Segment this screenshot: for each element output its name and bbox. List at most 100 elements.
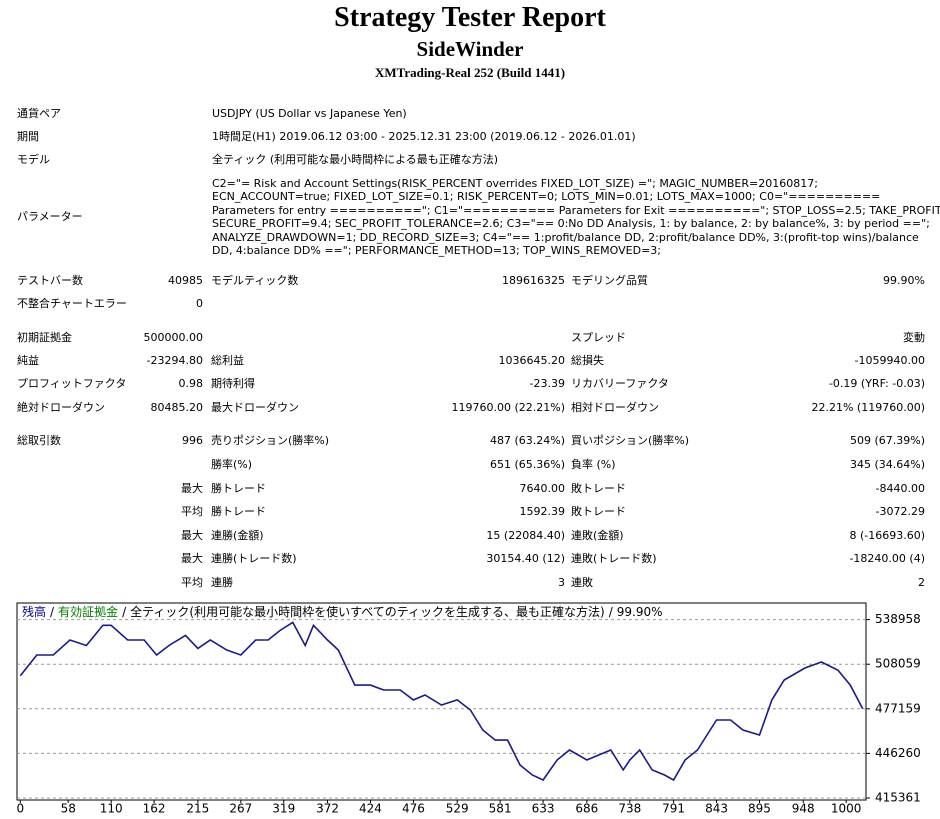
stat-cell: 連敗(トレード数) — [571, 552, 657, 565]
y-tick-label: 538958 — [875, 612, 921, 626]
stat-cell: 敗トレード — [571, 505, 626, 518]
stat-cell: 345 (34.64%) — [849, 458, 925, 471]
stat-cell: 連勝(トレード数) — [211, 552, 297, 565]
x-tick-label: 686 — [575, 802, 598, 816]
stat-cell: 勝率(%) — [211, 458, 253, 471]
stat-cell: 189616325 — [502, 274, 565, 287]
stat-cell: 509 (67.39%) — [849, 434, 925, 447]
stat-cell: 651 (65.36%) — [489, 458, 565, 471]
stat-cell: 相対ドローダウン — [571, 401, 659, 414]
y-tick-label: 446260 — [875, 746, 921, 760]
param-line: Parameters for entry =========="; C1="==… — [212, 203, 940, 217]
stat-cell: 負率 (%) — [571, 458, 616, 471]
stat-cell: 買いポジション(勝率%) — [571, 434, 690, 447]
stat-cell: -8440.00 — [875, 482, 925, 495]
balance-line — [19, 621, 864, 782]
stat-cell: モデルティック数 — [211, 274, 299, 287]
broker: XMTrading-Real 252 (Build 1441) — [374, 65, 566, 80]
stat-cell: -0.19 (YRF: -0.03) — [828, 377, 925, 390]
info-label: モデル — [17, 153, 50, 166]
stat-cell: 不整合チャートエラー — [17, 297, 127, 310]
stat-cell: -23.39 — [529, 377, 565, 390]
y-tick-label: 415361 — [875, 791, 921, 805]
stat-cell: 996 — [182, 434, 203, 447]
stat-cell: 3 — [558, 576, 565, 589]
stat-cell: 期待利得 — [211, 377, 255, 390]
x-tick-label: 843 — [705, 802, 728, 816]
param-line: SECURE_PROFIT=9.4; SEC_PROFIT_TOLERANCE=… — [212, 217, 930, 231]
x-tick-label: 0 — [16, 802, 24, 816]
x-tick-label: 162 — [143, 802, 166, 816]
param-line: DD, 4:balance DD% =="; PERFORMANCE_METHO… — [212, 244, 661, 257]
param-line: ECN_ACCOUNT=true; FIXED_LOT_SIZE=0.1; RI… — [212, 190, 881, 204]
stat-cell: 8 (-16693.60) — [849, 529, 925, 542]
x-tick-label: 791 — [662, 802, 685, 816]
stat-cell: 0 — [196, 297, 203, 310]
stat-cell: 連敗 — [571, 576, 593, 589]
x-tick-label: 267 — [229, 802, 252, 816]
x-tick-label: 215 — [186, 802, 209, 816]
x-tick-label: 372 — [316, 802, 339, 816]
stat-cell: 総損失 — [571, 354, 604, 367]
stat-cell: 22.21% (119760.00) — [811, 401, 925, 414]
x-tick-label: 948 — [792, 802, 815, 816]
x-tick-label: 633 — [532, 802, 555, 816]
param-label: パラメーター — [17, 210, 83, 223]
y-tick-label: 508059 — [875, 657, 921, 671]
stat-cell: -18240.00 (4) — [849, 552, 925, 565]
x-tick-label: 424 — [359, 802, 382, 816]
stat-cell: 初期証拠金 — [17, 331, 72, 344]
x-tick-label: 58 — [61, 802, 76, 816]
stat-cell: 40985 — [168, 274, 203, 287]
stat-cell: 30154.40 (12) — [486, 552, 565, 565]
x-tick-label: 110 — [100, 802, 123, 816]
chart-legend: 残高 / 有効証拠金 / 全ティック(利用可能な最小時間枠を使いすべてのティックを生成す… — [22, 604, 663, 619]
x-tick-label: 738 — [618, 802, 641, 816]
x-tick-label: 581 — [489, 802, 512, 816]
info-label: 通貨ペア — [17, 107, 61, 120]
y-tick-label: 477159 — [875, 701, 921, 715]
stat-cell: 勝トレード — [211, 482, 266, 495]
stat-cell: 勝トレード — [211, 505, 266, 518]
param-line: ANALYZE_DRAWDOWN=1; DD_RECORD_SIZE=3; C4… — [212, 230, 919, 244]
legend-separator: / — [50, 605, 55, 619]
stat-cell: -23294.80 — [146, 354, 203, 367]
stat-cell: 最大 — [181, 552, 203, 565]
plot-frame — [16, 602, 867, 801]
stat-cell: スプレッド — [571, 331, 626, 344]
info-value: 1時間足(H1) 2019.06.12 03:00 - 2025.12.31 2… — [212, 130, 636, 143]
stat-cell: プロフィットファクタ — [17, 377, 127, 390]
stat-cell: 0.98 — [178, 377, 204, 390]
stat-cell: テストバー数 — [17, 274, 83, 287]
stat-cell: 平均 — [181, 505, 203, 518]
legend-model: 全ティック(利用可能な最小時間枠を使いすべてのティックを生成する、最も正確な方法… — [130, 604, 605, 619]
stat-cell: 連勝 — [211, 576, 233, 589]
stat-cell: 7640.00 — [519, 482, 566, 495]
stat-cell: 1036645.20 — [498, 354, 565, 367]
stat-cell: 連敗(金額) — [571, 529, 624, 542]
stat-cell: 119760.00 (22.21%) — [451, 401, 565, 414]
stat-cell: リカバリーファクタ — [571, 377, 669, 390]
x-tick-label: 476 — [402, 802, 425, 816]
stat-cell: モデリング品質 — [571, 274, 648, 287]
stat-cell: 99.90% — [883, 274, 925, 287]
stat-cell: 最大 — [181, 482, 203, 495]
info-label: 期間 — [17, 130, 39, 143]
param-line: C2="= Risk and Account Settings(RISK_PER… — [212, 177, 818, 190]
stat-cell: -3072.29 — [875, 505, 925, 518]
expert-name: SideWinder — [416, 37, 524, 61]
legend-equity: 有効証拠金 — [58, 604, 118, 619]
x-tick-label: 319 — [272, 802, 295, 816]
stat-cell: 500000.00 — [143, 331, 204, 344]
x-tick-label: 1000 — [831, 802, 862, 816]
stat-cell: 売りポジション(勝率%) — [211, 434, 330, 447]
stat-cell: 敗トレード — [571, 482, 626, 495]
stat-cell: 80485.20 — [150, 401, 204, 414]
x-tick-label: 529 — [446, 802, 469, 816]
stat-cell: 総取引数 — [17, 434, 61, 447]
stat-cell: 2 — [918, 576, 925, 589]
stat-cell: 連勝(金額) — [211, 529, 264, 542]
stat-cell: 総利益 — [211, 354, 244, 367]
legend-separator: / — [122, 605, 127, 619]
